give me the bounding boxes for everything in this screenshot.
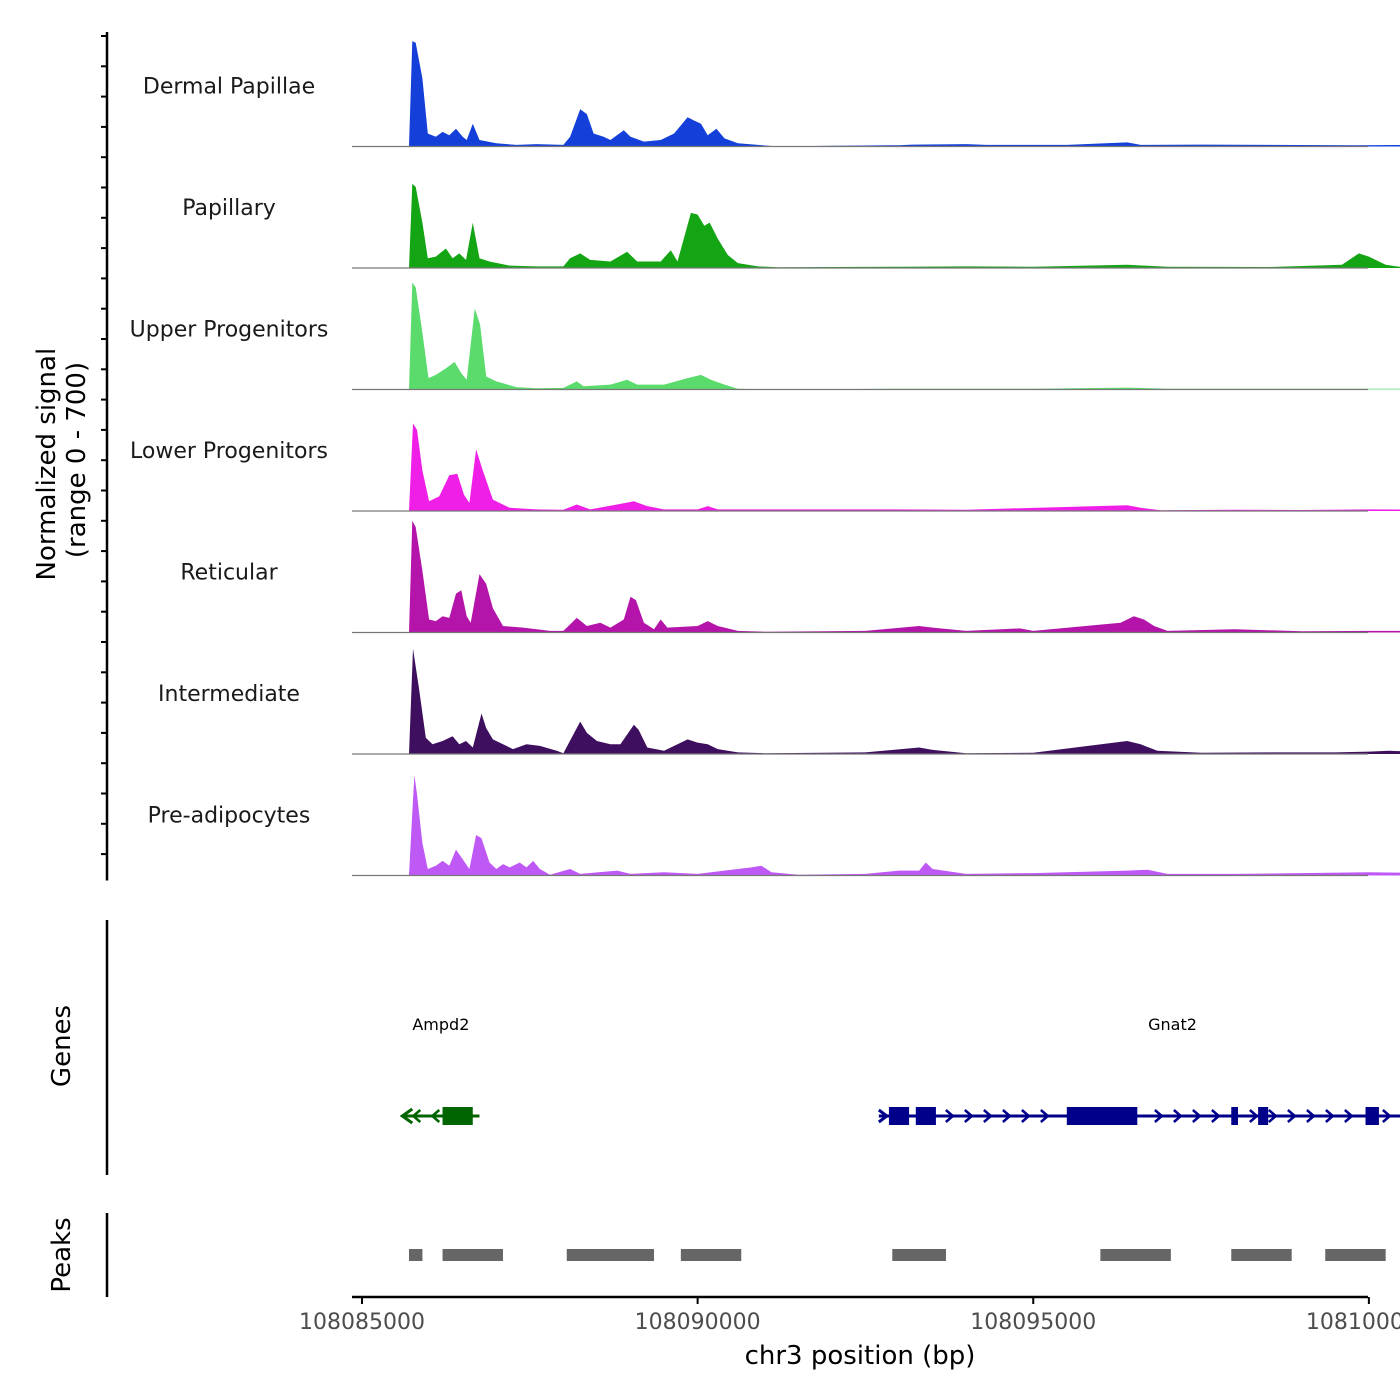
signal-area [395,183,1400,268]
track-label: Pre-adipocytes [148,803,311,828]
strand-chevron-icon [1021,1109,1031,1123]
peak-region [566,1249,654,1261]
y-axis-title: Normalized signal (range 0 - 700) [32,340,92,581]
gene-exon [915,1107,936,1125]
y-axis-title-line1: Normalized signal [32,348,62,581]
peak-region [680,1249,742,1261]
signal-area [395,41,1400,147]
track-upper-progenitors: Upper Progenitors [130,282,1400,391]
peak-region [408,1249,423,1261]
gene-exon [1365,1107,1379,1125]
signal-area [395,775,1400,876]
strand-chevron-icon [1173,1109,1183,1123]
x-tick-label: 108100000 [1306,1310,1400,1335]
strand-arrow-icon [877,1108,890,1124]
peak-region [442,1249,503,1261]
x-tick-label: 108085000 [299,1310,425,1335]
strand-chevron-icon [1287,1109,1297,1123]
track-label: Dermal Papillae [143,74,315,99]
peak-region [1100,1249,1171,1261]
track-label: Upper Progenitors [130,317,329,342]
x-axis: 1080850001080900001080950001081000001081… [299,1295,1400,1335]
gene-exon [888,1107,910,1125]
track-pre-adipocytes: Pre-adipocytes [148,775,1400,877]
y-axis-title-line2: (range 0 - 700) [62,362,92,558]
gene-exon [1258,1107,1269,1125]
peak-region [1231,1249,1292,1261]
strand-chevron-icon [411,1109,422,1123]
signal-y-axis [101,32,109,881]
strand-chevron-icon [1268,1109,1278,1123]
peaks-track [408,1249,1386,1261]
gene-gnat2: Gnat2 [877,1015,1400,1125]
strand-chevron-icon [1192,1109,1202,1123]
strand-chevron-icon [1040,1109,1050,1123]
strand-chevron-icon [1344,1109,1354,1123]
strand-chevron-icon [1154,1109,1164,1123]
track-lower-progenitors: Lower Progenitors [130,423,1400,512]
strand-chevron-icon [945,1109,955,1123]
genes-track: Ampd2 Gnat2 [399,1015,1400,1125]
gene-exon [1066,1107,1138,1125]
peak-region [892,1249,946,1261]
track-label: Reticular [180,560,278,585]
x-tick-label: 108090000 [635,1310,761,1335]
track-label: Intermediate [158,682,300,707]
strand-arrow-icon [399,1107,414,1125]
x-axis-title: chr3 position (bp) [745,1341,976,1371]
track-papillary: Papillary [182,183,1400,269]
signal-area [395,282,1400,390]
strand-chevron-icon [1002,1109,1012,1123]
peak-region [1325,1249,1386,1261]
signal-tracks: Dermal Papillae Papillary Upper Progenitor… [130,41,1400,877]
track-label: Papillary [182,196,276,221]
signal-area [395,423,1400,511]
signal-area [395,648,1400,754]
gene-exon [1231,1107,1238,1125]
gene-label: Gnat2 [1148,1015,1197,1034]
signal-area [395,520,1400,633]
strand-chevron-icon [1325,1109,1335,1123]
strand-chevron-icon [1249,1109,1259,1123]
gene-exon [442,1107,473,1125]
strand-chevron-icon [1306,1109,1316,1123]
track-intermediate: Intermediate [158,648,1400,755]
strand-chevron-icon [983,1109,993,1123]
track-label: Lower Progenitors [130,439,328,464]
track-dermal-papillae: Dermal Papillae [143,41,1400,148]
genes-track-title: Genes [47,1005,77,1087]
peaks-track-title: Peaks [47,1217,77,1292]
track-reticular: Reticular [180,520,1400,634]
strand-chevron-icon [964,1109,974,1123]
strand-chevron-icon [1382,1109,1392,1123]
gene-label: Ampd2 [412,1015,469,1034]
gene-ampd2: Ampd2 [399,1015,480,1125]
strand-chevron-icon [430,1109,441,1123]
x-tick-label: 108095000 [970,1310,1096,1335]
strand-chevron-icon [1211,1109,1221,1123]
